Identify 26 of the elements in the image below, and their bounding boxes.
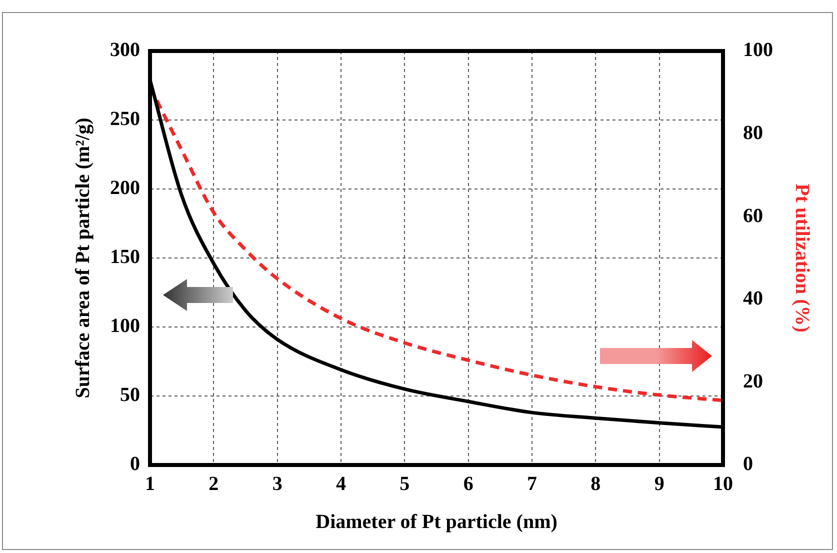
y2-tick-label: 80 (743, 122, 763, 144)
y-tick-label: 200 (110, 177, 140, 200)
y2-tick-label: 60 (743, 204, 763, 227)
y2-tick-label: 40 (743, 288, 763, 310)
y-tick-label: 0 (130, 453, 140, 476)
y-tick-label: 150 (110, 246, 140, 268)
y-axis-title: Surface area of Pt particle (m²/g) (72, 118, 94, 398)
x-tick-label: 2 (208, 473, 219, 496)
y2-tick-label: 0 (743, 453, 753, 476)
x-tick-label: 4 (336, 473, 346, 496)
x-tick-label: 9 (654, 473, 664, 496)
x-tick-label: 1 (145, 473, 155, 496)
y-tick-label: 100 (110, 315, 140, 338)
x-tick-label: 8 (590, 473, 601, 496)
x-axis-title: Diameter of Pt particle (nm) (316, 511, 558, 534)
y-tick-label: 300 (110, 39, 140, 62)
x-tick-label: 10 (713, 473, 733, 496)
y2-tick-label: 20 (743, 370, 763, 392)
y2-tick-label: 100 (743, 39, 773, 62)
x-tick-label: 7 (527, 473, 537, 496)
y-tick-label: 50 (120, 384, 140, 406)
x-tick-label: 5 (400, 473, 410, 496)
x-tick-label: 3 (272, 473, 282, 496)
x-tick-label: 6 (463, 473, 474, 496)
y2-axis-title: Pt utilization (%) (790, 184, 813, 332)
y-tick-label: 250 (110, 108, 140, 130)
